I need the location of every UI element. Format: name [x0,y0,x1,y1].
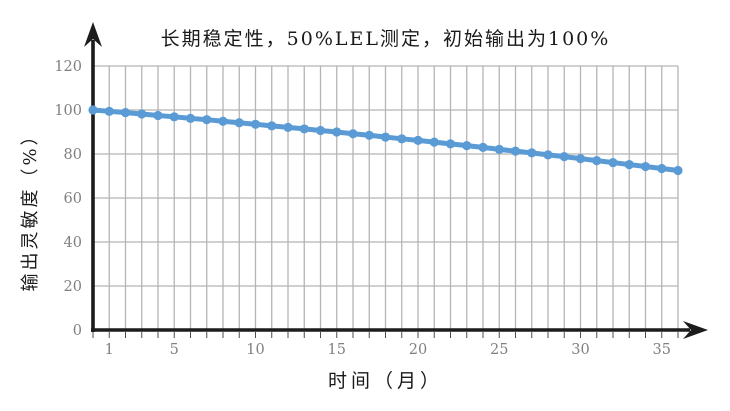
y-tick-label: 100 [54,103,82,119]
data-point-marker [673,165,683,176]
data-point-marker [283,122,293,132]
data-point-marker [380,132,391,142]
data-point-marker [332,127,342,137]
data-point-marker [169,112,179,122]
data-point-marker [494,144,504,154]
x-tick-label: 30 [571,342,589,358]
data-point-marker [429,137,439,147]
data-point-marker [640,161,651,172]
data-point-marker [559,152,569,162]
data-point-marker [267,121,277,131]
y-tick-label: 40 [64,235,82,251]
data-point-marker [413,135,423,145]
x-axis-label: 时间（月） [327,370,443,392]
data-point-marker [218,116,228,126]
x-tick-label: 1 [105,342,114,358]
data-point-marker [397,134,407,144]
x-tick-label: 15 [328,342,346,358]
data-point-marker [153,110,163,121]
data-point-marker [592,156,602,166]
y-tick-label: 80 [64,147,82,163]
data-point-marker [202,115,212,125]
y-tick-label: 0 [73,323,82,339]
x-tick-label: 10 [246,342,264,358]
data-point-marker [575,154,586,164]
data-point-marker [478,142,488,152]
data-point-marker [348,129,358,139]
data-point-marker [527,148,537,158]
data-point-marker [185,113,196,123]
x-tick-label: 20 [409,342,427,358]
data-point-marker [137,109,147,119]
x-tick-label: 5 [170,342,179,358]
y-axis-arrow-icon [84,22,102,47]
y-tick-label: 120 [54,59,82,75]
data-point-marker [104,106,114,116]
data-point-marker [88,105,98,115]
data-point-marker [234,118,244,128]
data-point-marker [510,146,521,156]
data-point-marker [608,157,618,168]
data-point-marker [624,159,634,170]
data-point-marker [657,163,667,174]
data-point-marker [315,125,326,136]
y-axis-label: 输出灵敏度（%） [20,124,41,292]
data-point-marker [250,119,261,129]
data-point-marker [364,130,374,140]
data-point-marker [543,150,553,160]
y-tick-label: 20 [64,279,82,295]
x-tick-label: 35 [653,342,671,358]
data-point-marker [462,141,472,151]
chart-title: 长期稳定性，50%LEL测定，初始输出为100% [160,28,611,50]
x-axis-arrow-icon [683,321,708,339]
data-point-marker [299,124,309,134]
y-tick-label: 60 [64,191,82,207]
data-point-marker [445,139,456,149]
x-tick-label: 25 [490,342,508,358]
data-point-marker [120,108,131,118]
